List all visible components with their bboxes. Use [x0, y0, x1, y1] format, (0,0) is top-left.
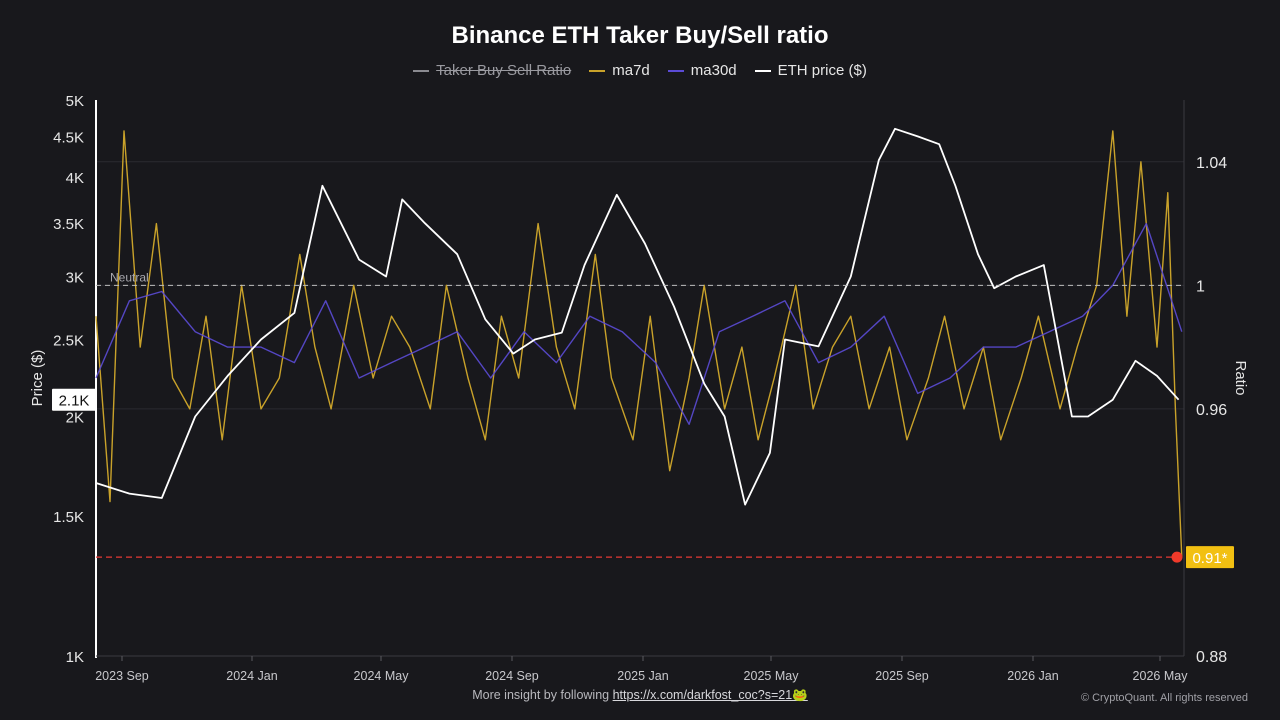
y-right-tick-label: 0.96 — [1196, 402, 1227, 419]
axes — [95, 100, 1185, 661]
series-layer — [95, 127, 1183, 558]
y-left-tick-label: 5K — [66, 93, 84, 110]
series-line-ma30d — [95, 222, 1183, 425]
x-tick-label: 2024 May — [354, 669, 410, 683]
chart-legend: Taker Buy Sell Ratio ma7d ma30d ETH pric… — [0, 62, 1280, 79]
y-left-tick-label: 1.5K — [53, 509, 84, 526]
y-right-tick-label: 1 — [1196, 278, 1205, 295]
x-tick-label: 2025 Jan — [617, 669, 668, 683]
y-left-tick-label: 4K — [66, 170, 84, 187]
x-tick-label: 2025 Sep — [875, 669, 929, 683]
legend-label-ma30d: ma30d — [690, 62, 737, 79]
y-left-tick-label: 2.5K — [53, 332, 84, 349]
series-line-eth-price- — [95, 127, 1180, 506]
footer-text: More insight by following https://x.com/… — [0, 688, 1280, 703]
x-tick-label: 2024 Sep — [485, 669, 539, 683]
x-tick-label: 2026 Jan — [1007, 669, 1058, 683]
legend-label-ma7d: ma7d — [612, 62, 650, 79]
y-left-axis-title: Price ($) — [29, 350, 46, 407]
footer-link[interactable]: https://x.com/darkfost_coc?s=21🐸 — [612, 688, 808, 702]
legend-swatch-ma7d — [589, 69, 606, 72]
legend-swatch-ma30d — [667, 69, 684, 72]
y-right-axis-title: Ratio — [1232, 360, 1249, 395]
legend-item-ma7d[interactable]: ma7d — [589, 62, 650, 79]
y-left-tick-label: 3.5K — [53, 216, 84, 233]
legend-item-taker-ratio[interactable]: Taker Buy Sell Ratio — [413, 62, 571, 79]
current-ratio-badge-text: 0.91* — [1192, 550, 1227, 567]
y-left-tick-label: 3K — [66, 269, 84, 286]
current-price-badge — [52, 388, 96, 411]
neutral-label: Neutral — [110, 270, 149, 284]
reference-lines: Neutral 0.91* 2.1K — [52, 270, 1234, 569]
current-price-badge-text: 2.1K — [59, 393, 90, 410]
current-ratio-badge — [1186, 546, 1234, 569]
legend-item-eth-price[interactable]: ETH price ($) — [754, 62, 867, 79]
y-left-tick-label: 4.5K — [53, 129, 84, 146]
y-right-tick-label: 0.88 — [1196, 649, 1227, 666]
legend-swatch-taker-ratio — [413, 69, 430, 72]
series-line-ma7d — [95, 130, 1183, 558]
footer-prefix: More insight by following — [472, 688, 613, 702]
axis-labels: 1K 1.5K 2K 2.5K 3K 3.5K 4K 4.5K 5K 0.88 0.96 1 1.04 2… — [29, 93, 1249, 683]
current-ratio-dot — [1171, 551, 1183, 563]
legend-swatch-eth-price — [754, 69, 771, 72]
chart-title: Binance ETH Taker Buy/Sell ratio — [451, 22, 829, 49]
x-tick-label: 2023 Sep — [95, 669, 149, 683]
x-tick-label: 2025 May — [744, 669, 800, 683]
x-tick-label: 2024 Jan — [226, 669, 277, 683]
legend-label-taker-ratio: Taker Buy Sell Ratio — [436, 62, 572, 79]
copyright: © CryptoQuant. All rights reserved — [1080, 692, 1248, 704]
y-left-tick-label: 2K — [66, 410, 84, 427]
y-right-tick-label: 1.04 — [1196, 155, 1227, 172]
y-left-tick-label: 1K — [66, 649, 84, 666]
legend-label-eth-price: ETH price ($) — [777, 62, 867, 79]
legend-item-ma30d[interactable]: ma30d — [667, 62, 737, 79]
x-tick-label: 2026 May — [1133, 669, 1189, 683]
